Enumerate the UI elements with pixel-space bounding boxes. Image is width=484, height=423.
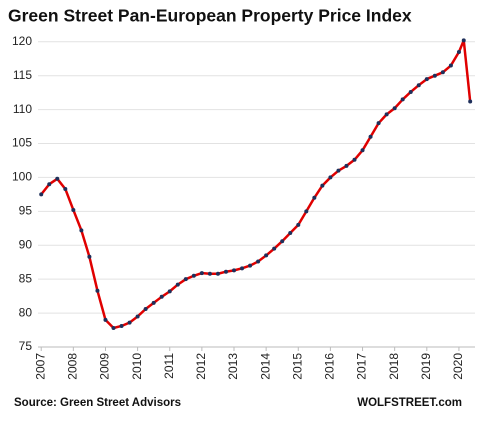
data-point xyxy=(304,209,309,214)
data-point xyxy=(199,271,204,276)
data-point xyxy=(440,70,445,75)
x-tick-label: 2010 xyxy=(130,353,144,380)
data-point xyxy=(87,254,92,259)
data-point xyxy=(119,323,124,328)
data-point xyxy=(461,38,466,43)
data-point xyxy=(248,263,253,268)
data-point xyxy=(448,63,453,68)
data-point xyxy=(127,320,132,325)
data-point xyxy=(71,207,76,212)
data-point xyxy=(135,314,140,319)
x-tick-label: 2011 xyxy=(162,353,176,379)
data-point xyxy=(392,106,397,111)
data-point xyxy=(55,176,60,181)
y-tick-label: 105 xyxy=(12,136,32,150)
data-point xyxy=(143,307,148,312)
x-tick-label: 2019 xyxy=(419,353,433,380)
data-point xyxy=(368,134,373,139)
data-point xyxy=(288,231,293,236)
data-point xyxy=(296,222,301,227)
y-tick-label: 115 xyxy=(13,68,32,82)
y-tick-label: 120 xyxy=(12,34,32,48)
y-tick-label: 75 xyxy=(19,339,33,353)
data-point xyxy=(232,268,237,273)
data-point xyxy=(264,253,269,258)
x-tick-label: 2009 xyxy=(98,353,112,380)
data-point xyxy=(408,89,413,94)
data-point xyxy=(191,273,196,278)
y-tick-label: 90 xyxy=(19,237,33,251)
source-note: Source: Green Street Advisors xyxy=(14,397,181,409)
data-point xyxy=(328,175,333,180)
data-point xyxy=(79,228,84,233)
y-tick-label: 110 xyxy=(13,102,32,116)
data-point xyxy=(344,163,349,168)
x-tick-label: 2012 xyxy=(194,353,208,380)
data-point xyxy=(336,168,341,173)
data-point xyxy=(384,112,389,117)
x-tick-label: 2015 xyxy=(290,353,304,380)
data-point xyxy=(352,157,357,162)
data-point xyxy=(151,300,156,305)
data-point xyxy=(207,271,212,276)
data-line xyxy=(40,39,472,330)
data-point xyxy=(424,77,429,82)
data-point xyxy=(280,239,285,244)
data-point xyxy=(95,288,100,293)
data-point xyxy=(240,266,245,271)
x-tick-label: 2018 xyxy=(387,353,401,380)
y-tick-label: 100 xyxy=(12,170,32,184)
y-tick-label: 85 xyxy=(19,271,33,285)
data-point xyxy=(400,97,405,102)
data-point xyxy=(272,246,277,251)
chart-title: Green Street Pan-European Property Price… xyxy=(8,6,412,26)
data-point xyxy=(223,269,228,274)
data-point xyxy=(39,192,44,197)
credit-note: WOLFSTREET.com xyxy=(357,397,462,409)
x-tick-label: 2007 xyxy=(33,353,47,380)
x-tick-label: 2017 xyxy=(355,353,369,380)
data-point xyxy=(175,282,180,287)
y-tick-label: 95 xyxy=(19,204,33,218)
data-point xyxy=(256,259,261,264)
data-point xyxy=(47,182,52,187)
data-point xyxy=(159,294,164,299)
data-point xyxy=(312,195,317,200)
data-point xyxy=(183,277,188,282)
data-point xyxy=(167,289,172,294)
x-tick-label: 2020 xyxy=(451,353,465,380)
data-point xyxy=(215,271,220,276)
x-tick-label: 2016 xyxy=(323,353,337,380)
data-point xyxy=(103,317,108,322)
data-point xyxy=(360,148,365,153)
x-tick-label: 2008 xyxy=(66,353,80,380)
data-point xyxy=(416,83,421,88)
data-point xyxy=(376,121,381,126)
data-point xyxy=(63,186,68,191)
data-point xyxy=(432,73,437,78)
x-tick-label: 2013 xyxy=(226,353,240,380)
x-tick-label: 2014 xyxy=(258,353,272,380)
data-point xyxy=(468,99,473,104)
y-tick-label: 80 xyxy=(19,305,33,319)
data-point xyxy=(320,183,325,188)
data-point xyxy=(456,49,461,54)
data-point xyxy=(111,326,116,331)
